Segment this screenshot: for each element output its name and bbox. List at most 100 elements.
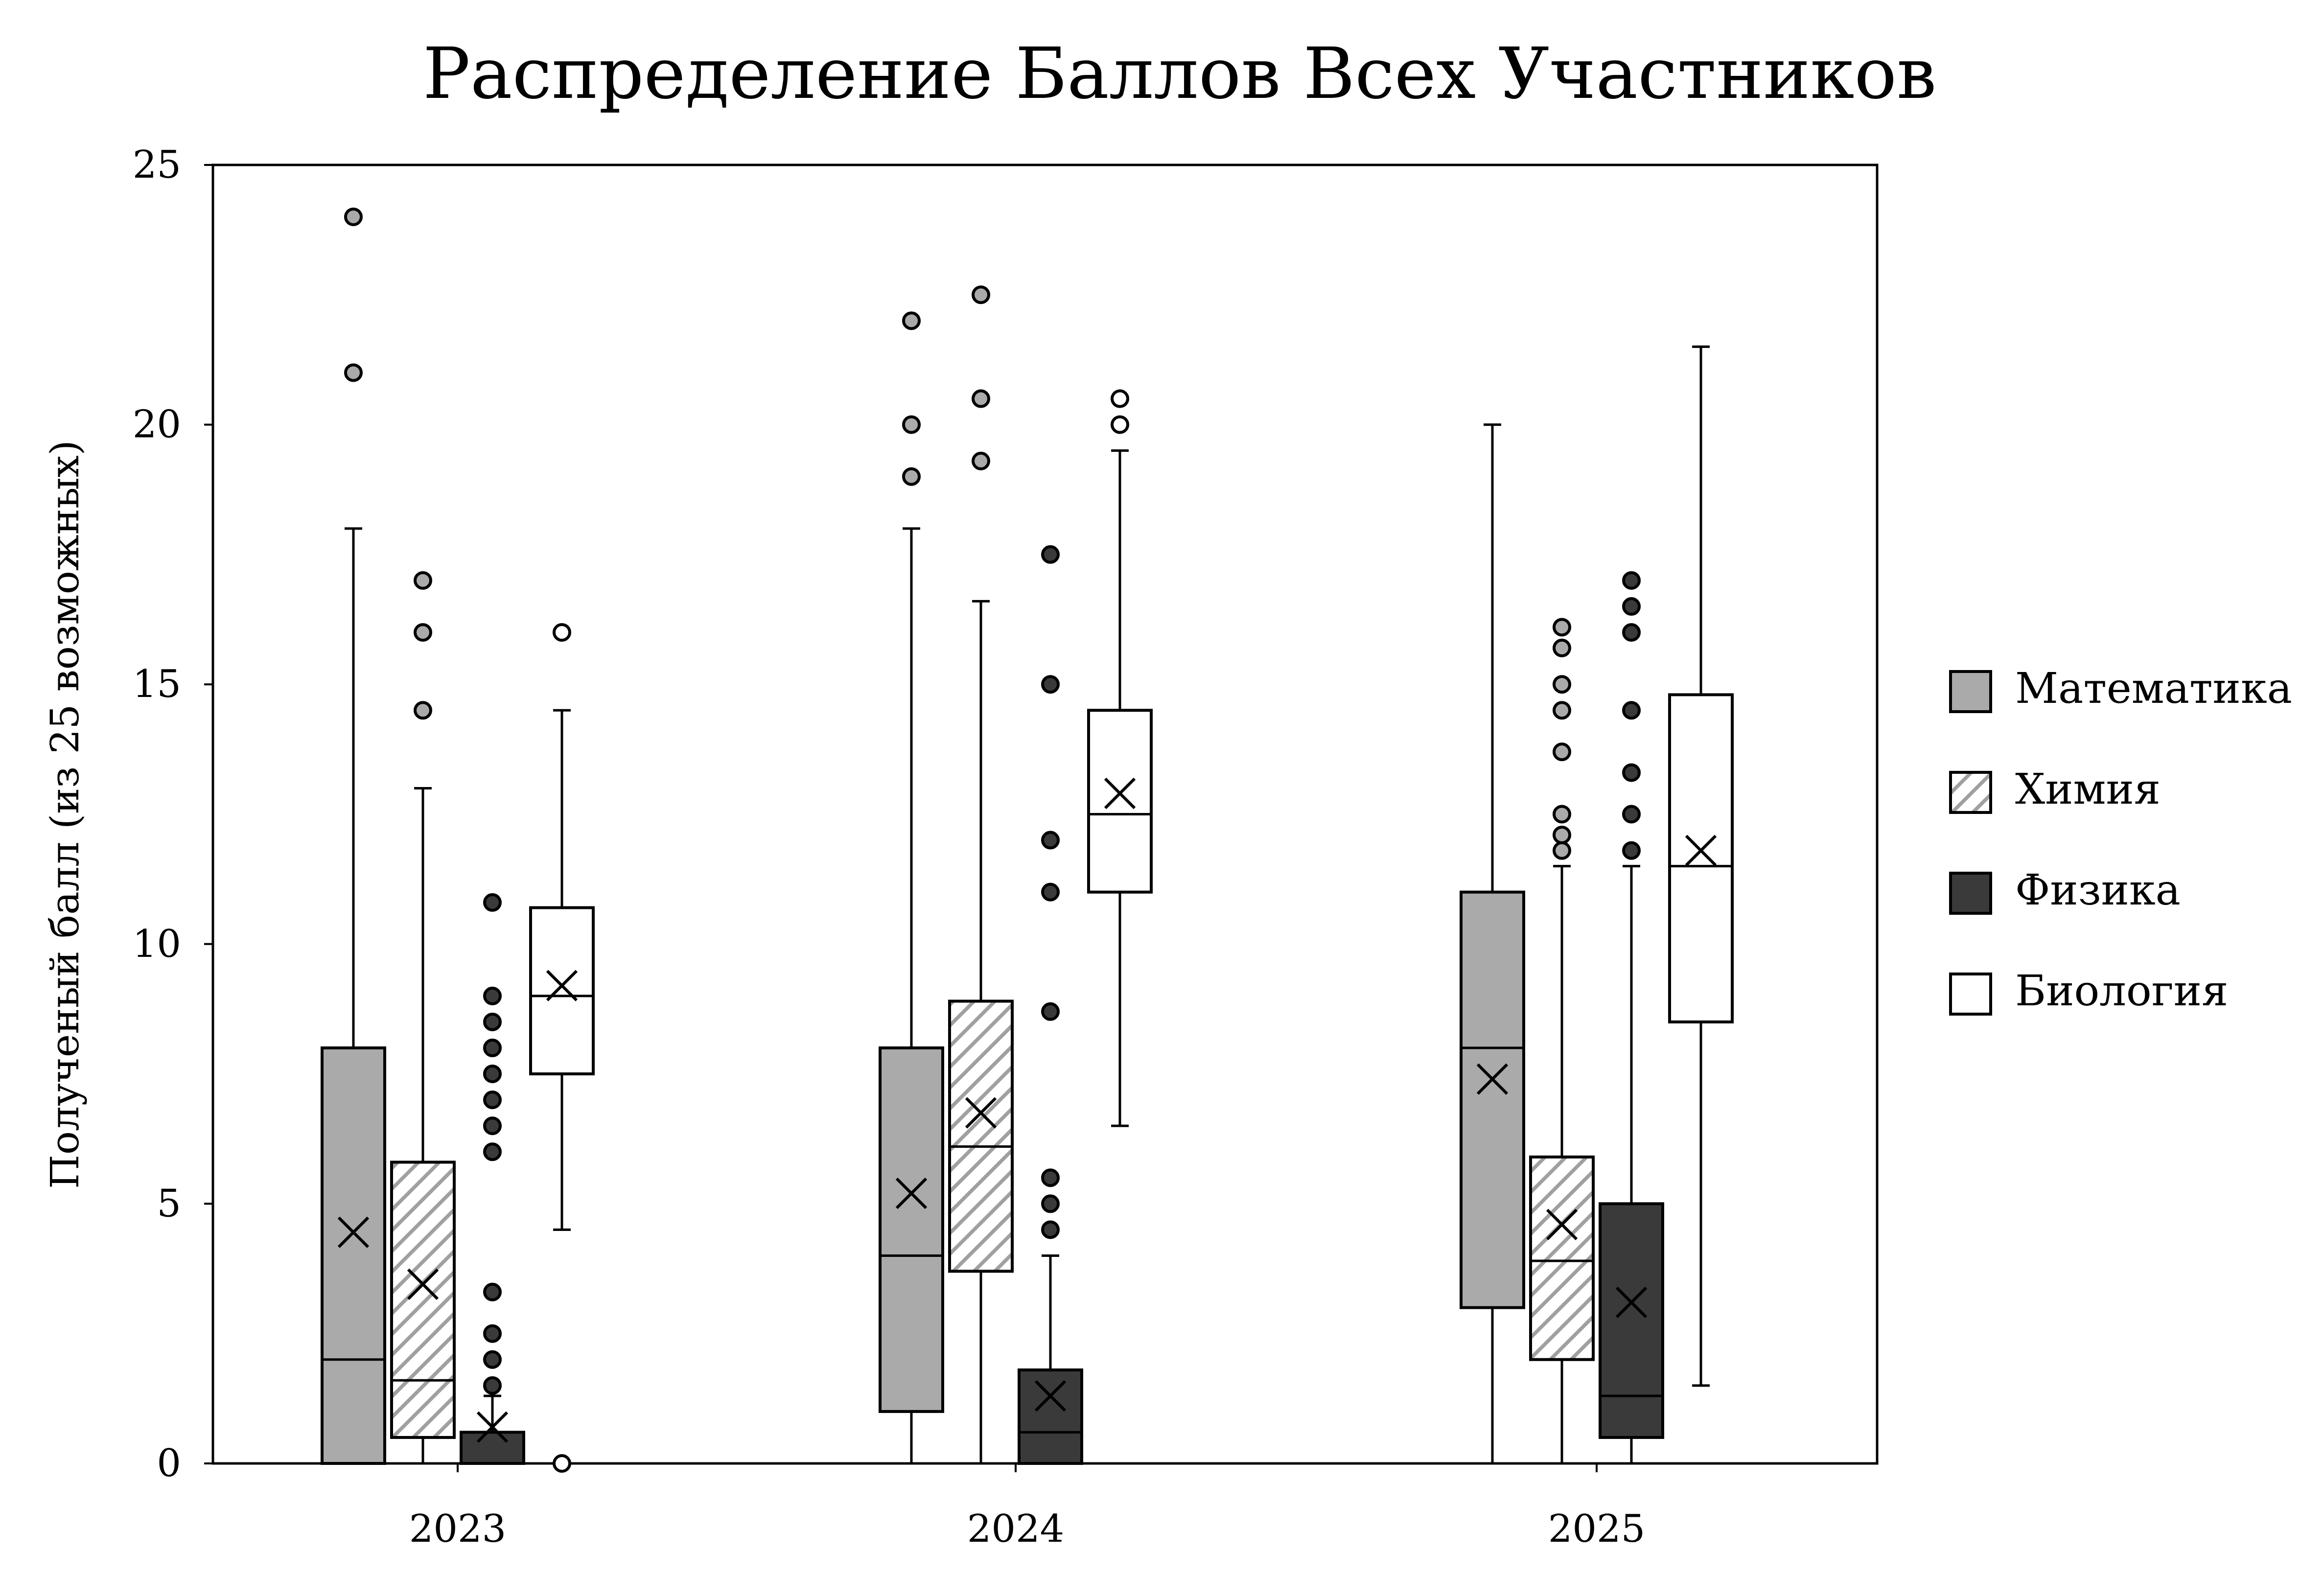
outlier-point [1041, 882, 1060, 902]
iqr-box [1087, 709, 1153, 894]
mean-marker [1546, 1208, 1578, 1240]
outlier-point [1622, 571, 1641, 590]
box-2024 [948, 285, 1014, 1465]
x-tick-label: 2023 [409, 1507, 507, 1551]
outlier-point [483, 1116, 502, 1136]
outlier-point [902, 415, 921, 434]
y-tick-label: 15 [133, 662, 181, 706]
box-2023 [390, 571, 456, 1465]
outlier-point [483, 1065, 502, 1084]
mean-marker [1104, 777, 1136, 810]
outlier-point [1622, 805, 1641, 824]
iqr-box [1529, 1155, 1595, 1361]
outlier-point [483, 893, 502, 912]
legend-label: Химия [2015, 765, 2161, 814]
legend-swatch [1949, 973, 1992, 1016]
mean-marker [895, 1178, 928, 1209]
mean-marker [965, 1097, 997, 1129]
iqr-box [1599, 1202, 1664, 1439]
series-3 [460, 545, 1664, 1465]
y-tick-label: 20 [133, 403, 181, 447]
outlier-point [344, 363, 363, 382]
outlier-point [1111, 389, 1129, 408]
outlier-point [414, 701, 432, 720]
outlier-point [1553, 825, 1571, 844]
outlier-point [483, 1376, 502, 1395]
box-2025 [1599, 571, 1664, 1465]
outlier-point [1553, 742, 1571, 762]
legend-label: Биология [2015, 967, 2228, 1016]
outlier-point [414, 623, 432, 642]
outlier-point [1553, 805, 1571, 824]
outlier-point [1111, 415, 1129, 434]
box-2024 [1018, 545, 1083, 1465]
outlier-point [1622, 701, 1641, 720]
box-2023 [321, 208, 386, 1465]
iqr-box [321, 1046, 386, 1465]
outlier-point [902, 467, 921, 486]
y-tick-label: 5 [157, 1182, 181, 1226]
y-tick-label: 25 [133, 143, 181, 187]
iqr-box [1668, 693, 1734, 1023]
legend-swatch [1949, 670, 1992, 713]
box-2024 [1087, 389, 1153, 1127]
outlier-point [1622, 841, 1641, 860]
outlier-point [1041, 1168, 1060, 1187]
box-2023 [529, 623, 595, 1473]
outlier-point [553, 623, 571, 642]
legend-swatch [1949, 872, 1992, 915]
legend-label: Математика [2015, 664, 2292, 713]
y-axis-ticks: 0 5 10 15 20 25 [133, 143, 213, 1485]
outlier-point [483, 1282, 502, 1301]
legend-item: Химия [1949, 765, 2161, 814]
legend-label: Физика [2015, 866, 2181, 915]
box-2023 [460, 893, 525, 1465]
y-axis-label: Полученый балл (из 25 возможных) [42, 440, 88, 1189]
mean-marker [407, 1268, 439, 1300]
outlier-point [1041, 545, 1060, 564]
legend-item: Физика [1949, 866, 2181, 915]
box-2025 [1460, 423, 1525, 1465]
y-tick-label: 10 [133, 922, 181, 966]
outlier-point [972, 451, 990, 470]
outlier-point [414, 571, 432, 590]
outlier-point [553, 1454, 571, 1473]
outlier-point [1041, 1220, 1060, 1239]
x-tick-label: 2025 [1548, 1507, 1646, 1551]
iqr-box [1460, 890, 1525, 1309]
legend-item: Биология [1949, 967, 2228, 1016]
mean-marker [1476, 1063, 1509, 1095]
outlier-point [483, 1039, 502, 1058]
outlier-point [483, 1350, 502, 1369]
box-2025 [1529, 618, 1595, 1465]
outlier-point [1622, 763, 1641, 782]
outlier-point [972, 389, 990, 408]
box-2024 [879, 311, 944, 1465]
outlier-point [1553, 841, 1571, 860]
outlier-point [1622, 597, 1641, 616]
outlier-point [902, 311, 921, 330]
box-2025 [1668, 345, 1734, 1387]
iqr-box [948, 999, 1014, 1273]
outlier-point [1041, 1194, 1060, 1213]
outlier-point [483, 1324, 502, 1343]
outlier-point [972, 285, 990, 304]
legend: Математика Химия Физика Биология [1949, 664, 2292, 1016]
iqr-box [1018, 1368, 1083, 1465]
mean-marker [1685, 834, 1717, 866]
outlier-point [483, 986, 502, 1005]
mean-marker [337, 1216, 370, 1248]
outlier-point [1553, 701, 1571, 720]
chart-title: Распределение Баллов Всех Участников [423, 32, 1936, 115]
x-axis-ticks: 2023 2024 2025 [409, 1463, 1646, 1551]
outlier-point [1553, 675, 1571, 694]
series-1 [321, 208, 1525, 1465]
outlier-point [483, 1090, 502, 1110]
mean-marker [546, 970, 578, 1001]
box-series [321, 208, 1734, 1473]
outlier-point [483, 1142, 502, 1161]
outlier-point [1041, 831, 1060, 850]
series-2 [390, 285, 1595, 1465]
outlier-point [1041, 1002, 1060, 1021]
